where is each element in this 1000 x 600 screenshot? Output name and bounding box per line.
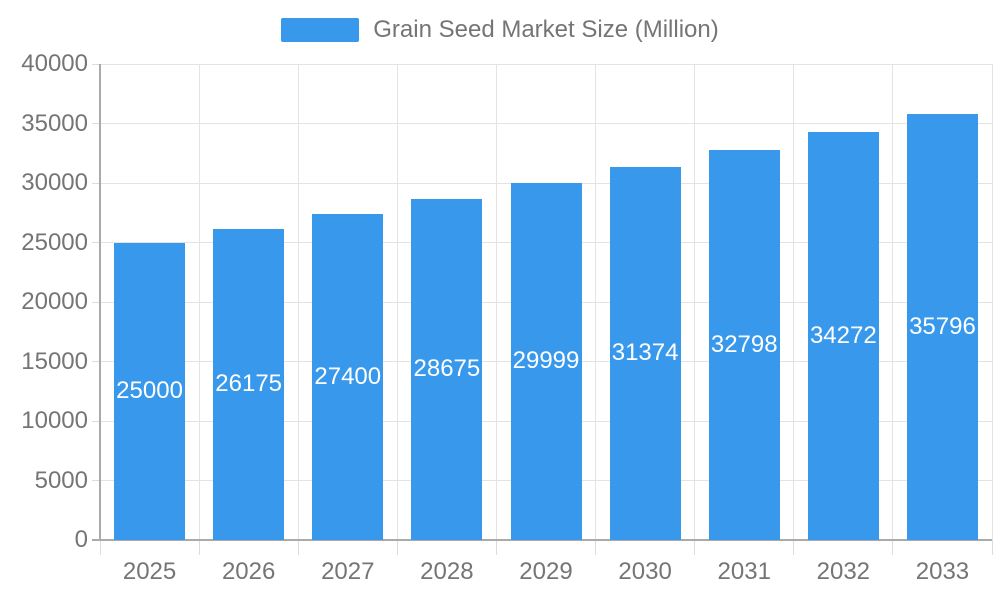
y-axis-tick bbox=[92, 420, 100, 422]
x-axis-label: 2025 bbox=[122, 558, 177, 585]
x-axis-label: 2028 bbox=[420, 558, 474, 585]
x-axis-tick bbox=[793, 540, 795, 555]
y-axis-label: 40000 bbox=[21, 50, 88, 77]
bar-value-label: 25000 bbox=[116, 377, 183, 405]
x-axis-tick bbox=[99, 540, 101, 555]
x-axis-tick bbox=[198, 540, 200, 555]
x-gridline bbox=[297, 64, 299, 540]
x-axis-tick bbox=[297, 540, 299, 555]
bar-value-label: 27400 bbox=[314, 362, 382, 390]
bar-value-label: 35796 bbox=[909, 313, 976, 340]
x-gridline bbox=[694, 64, 696, 540]
y-axis-label: 30000 bbox=[21, 169, 88, 196]
bar-value-label: 29999 bbox=[512, 347, 580, 375]
bar-2028[interactable]: 28675 bbox=[411, 198, 483, 540]
x-axis-label: 2026 bbox=[221, 558, 276, 585]
y-axis-tick bbox=[92, 242, 100, 243]
x-axis-label: 2029 bbox=[519, 558, 573, 585]
y-axis-tick bbox=[92, 361, 100, 362]
y-axis-label: 5000 bbox=[34, 466, 88, 494]
x-axis-label: 2030 bbox=[618, 558, 672, 585]
y-axis-label: 0 bbox=[74, 526, 88, 553]
x-axis-label: 2032 bbox=[816, 558, 871, 585]
x-axis-label: 2027 bbox=[321, 558, 375, 585]
x-gridline bbox=[595, 64, 597, 540]
x-gridline bbox=[991, 64, 993, 540]
y-axis-label: 10000 bbox=[21, 407, 88, 434]
y-axis-line bbox=[99, 64, 101, 540]
x-gridline bbox=[198, 64, 200, 540]
x-axis-label: 2031 bbox=[717, 558, 771, 585]
bar-value-label: 26175 bbox=[215, 370, 283, 398]
y-axis-label: 15000 bbox=[21, 347, 88, 375]
x-gridline bbox=[892, 64, 894, 540]
legend-label: Grain Seed Market Size (Million) bbox=[373, 16, 719, 43]
bar-2025[interactable]: 25000 bbox=[114, 242, 186, 540]
y-gridline bbox=[100, 63, 992, 65]
x-gridline bbox=[396, 64, 398, 540]
x-axis-tick bbox=[396, 540, 398, 555]
x-axis-tick bbox=[892, 540, 894, 555]
y-axis-label: 35000 bbox=[21, 109, 88, 137]
bar-2027[interactable]: 27400 bbox=[312, 213, 384, 540]
bar-2030[interactable]: 31374 bbox=[609, 166, 681, 540]
bar-2033[interactable]: 35796 bbox=[906, 114, 978, 540]
y-axis-tick bbox=[92, 63, 100, 65]
y-axis-tick bbox=[92, 480, 100, 481]
legend-item[interactable]: Grain Seed Market Size (Million) bbox=[0, 17, 1000, 43]
bar-value-label: 34272 bbox=[809, 322, 877, 350]
y-axis-label: 20000 bbox=[21, 288, 88, 315]
x-axis-tick bbox=[991, 540, 993, 555]
y-gridline bbox=[100, 123, 992, 124]
x-axis-tick bbox=[694, 540, 696, 555]
y-axis-tick bbox=[92, 123, 100, 124]
y-axis-tick bbox=[92, 301, 100, 303]
bar-2031[interactable]: 32798 bbox=[708, 149, 780, 540]
bar-value-label: 31374 bbox=[611, 339, 679, 367]
plot-area: 0 5000 10000 15000 20000 25000 30000 35000 40000… bbox=[21, 52, 993, 585]
bar-2026[interactable]: 26175 bbox=[213, 228, 285, 540]
bar-2029[interactable]: 29999 bbox=[510, 183, 582, 540]
x-axis-tick bbox=[495, 540, 497, 555]
bar-value-label: 28675 bbox=[413, 355, 481, 383]
bar-2032[interactable]: 34272 bbox=[807, 132, 879, 540]
legend-swatch bbox=[281, 18, 360, 42]
x-axis-label: 2033 bbox=[915, 558, 970, 585]
x-axis-line bbox=[92, 539, 992, 541]
y-axis-tick bbox=[92, 182, 100, 184]
x-axis-tick bbox=[595, 540, 597, 555]
x-gridline bbox=[495, 64, 497, 540]
y-axis-label: 25000 bbox=[21, 228, 88, 256]
x-gridline bbox=[793, 64, 795, 540]
bar-value-label: 32798 bbox=[710, 330, 778, 358]
